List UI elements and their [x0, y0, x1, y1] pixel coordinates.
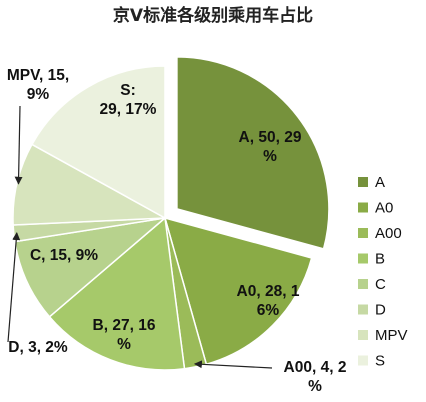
data-label-line: %	[308, 378, 322, 395]
legend-swatch-mpv	[358, 330, 368, 340]
data-label-s: S: 29, 17%	[100, 82, 157, 118]
leader-line-d	[7, 232, 21, 343]
legend-label-b: B	[375, 251, 385, 268]
data-label-line: B, 27, 16	[93, 317, 156, 334]
data-label-line: A00, 4, 2	[284, 359, 347, 376]
legend: A A0 A00 BCD MPV S	[358, 174, 408, 370]
leader-line-a00	[193, 360, 273, 369]
legend-swatch-b	[358, 253, 368, 264]
legend-swatch-a	[358, 177, 368, 187]
data-label-line: C, 15, 9%	[30, 247, 98, 264]
data-label-line: 9%	[27, 86, 50, 103]
chart-title: 京V标准各级别乘用车占比	[113, 5, 313, 26]
legend-label-c: C	[375, 276, 386, 293]
legend-swatch-a0	[358, 202, 368, 213]
legend-label-d: D	[375, 302, 386, 319]
slice-s	[30, 65, 166, 220]
data-label-line: 29, 17%	[100, 101, 157, 118]
data-label-line: 6%	[257, 302, 280, 319]
slice-c	[13, 216, 168, 318]
legend-label-a0: A0	[375, 200, 393, 217]
slice-a0	[163, 216, 313, 366]
leader-line-mpv	[14, 105, 23, 185]
data-label-a: A, 50, 29%	[239, 129, 302, 165]
legend-label-a00: A00	[375, 225, 402, 242]
legend-label-a: A	[375, 174, 385, 191]
data-label-b: B, 27, 16%	[93, 317, 156, 353]
legend-swatch-c	[358, 279, 368, 289]
data-label-line: MPV, 15,	[7, 67, 69, 84]
legend-label-s: S	[375, 353, 385, 370]
data-label-line: A, 50, 29	[239, 129, 302, 146]
data-label-d: D, 3, 2%	[8, 339, 68, 356]
legend-swatch-s	[358, 355, 368, 366]
data-label-a0: A0, 28, 1 6%	[237, 283, 300, 319]
data-label-line: A0, 28, 1	[237, 283, 300, 300]
pie-slices	[12, 56, 330, 371]
slice-b	[48, 216, 186, 371]
data-label-line: D, 3, 2%	[8, 339, 68, 356]
data-label-mpv: MPV, 15, 9%	[7, 67, 69, 103]
legend-swatch-a00	[358, 228, 368, 238]
leader-lines	[7, 105, 273, 369]
data-labels: A, 50, 29 %A0, 28, 1 6%A00, 4, 2 %B, 27, 16…	[7, 67, 347, 395]
legend-label-mpv: MPV	[375, 327, 408, 344]
data-label-line: S:	[120, 82, 136, 99]
data-label-c: C, 15, 9%	[30, 247, 98, 264]
data-label-line: %	[117, 336, 131, 353]
legend-swatch-d	[358, 304, 368, 315]
data-label-line: %	[263, 148, 277, 165]
slice-a	[176, 56, 330, 250]
data-label-a00: A00, 4, 2%	[284, 359, 347, 395]
